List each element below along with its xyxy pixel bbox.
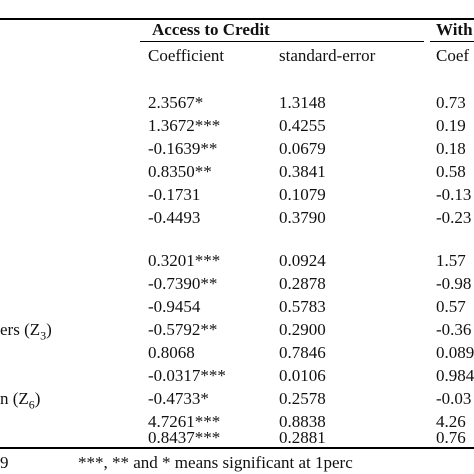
standard-error-value: 0.3841 [279,162,326,181]
partial-value: -0.36 [436,320,472,339]
partial-value: 0.089 [436,343,474,362]
row-label: ers (Z3) [0,320,52,345]
partial-value: 0.58 [436,162,466,181]
standard-error-header: standard-error [279,46,376,65]
coefficient-value: -0.1639** [148,139,218,158]
row-label-close: ) [34,389,41,408]
standard-error-value: 0.1079 [279,185,326,204]
partial-coefficient-header: Coef [436,46,470,65]
coefficient-value: 1.3672*** [148,116,221,135]
coefficient-value: -0.5792** [148,320,218,339]
row-label-close: ) [46,320,52,339]
access-to-credit-header: Access to Credit [152,20,270,39]
row-label-subscript: 6 [28,397,35,412]
row-label: n (Z6) [0,389,40,414]
partial-value: 0.18 [436,139,466,158]
partial-group-header: With [436,20,473,39]
partial-value: 0.73 [436,93,466,112]
row-label-text: n (Z [0,389,29,408]
partial-value: 4.26 [436,412,466,431]
partial-value: -0.13 [436,185,472,204]
coefficient-value: 2.3567* [148,93,204,112]
standard-error-value: 0.2878 [279,274,326,293]
coefficient-value: -0.9454 [148,297,201,316]
standard-error-value: 0.3790 [279,208,326,227]
significance-footnote: ***, ** and * means significant at 1perc [78,453,353,472]
standard-error-value: 0.0679 [279,139,326,158]
coefficient-header: Coefficient [148,46,225,65]
coefficient-value: 0.8350** [148,162,212,181]
standard-error-value: 0.4255 [279,116,326,135]
partial-value: -0.03 [436,389,472,408]
partial-value: -0.23 [436,208,472,227]
standard-error-value: 0.0106 [279,366,326,385]
partial-group-underline [430,41,474,42]
coefficient-value: 0.3201*** [148,251,221,270]
coefficient-value: -0.1731 [148,185,201,204]
standard-error-value: 0.2900 [279,320,326,339]
standard-error-value: 0.0924 [279,251,326,270]
partial-value: 1.57 [436,251,466,270]
coefficient-value: 0.8068 [148,343,195,362]
coefficient-value: 4.7261*** [148,412,221,431]
partial-value: 0.984 [436,366,474,385]
standard-error-value: 0.7846 [279,343,326,362]
table-top-rule [0,18,474,20]
coefficient-value: -0.0317*** [148,366,226,385]
standard-error-value: 0.5783 [279,297,326,316]
row-label-text: ers (Z [0,320,41,339]
coefficient-value: -0.4733* [148,389,209,408]
access-to-credit-underline [140,41,424,42]
standard-error-value: 0.2578 [279,389,326,408]
coefficient-value: 0.8437*** [148,428,221,447]
standard-error-value: 0.2881 [279,428,326,447]
standard-error-value: 1.3148 [279,93,326,112]
coefficient-value: -0.4493 [148,208,201,227]
standard-error-value: 0.8838 [279,412,326,431]
partial-value: 0.57 [436,297,466,316]
partial-value: 0.76 [436,428,466,447]
table-bottom-rule [0,447,474,449]
partial-value: 0.19 [436,116,466,135]
row-label-subscript: 3 [40,328,47,343]
coefficient-value: -0.7390** [148,274,218,293]
footnote-left-number: 9 [0,453,9,472]
partial-value: -0.98 [436,274,472,293]
